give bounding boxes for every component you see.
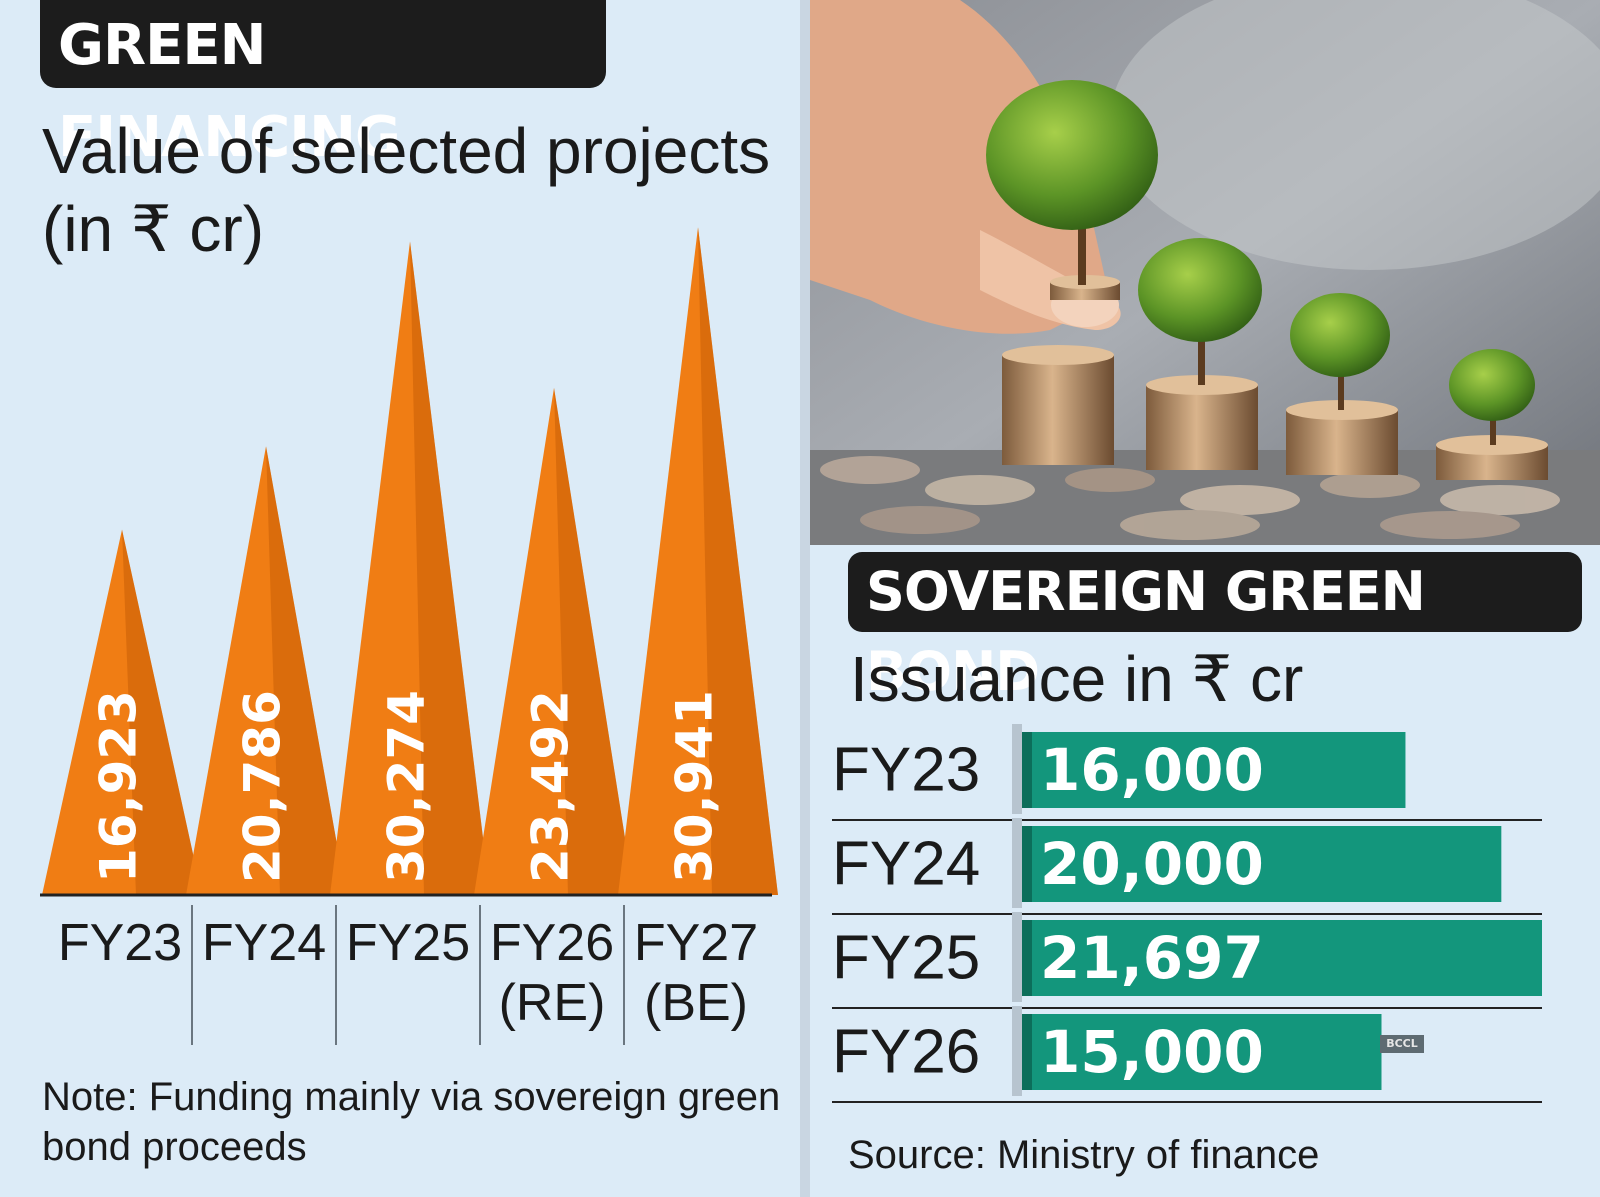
triangle-bar-label: 30,941: [666, 690, 724, 883]
bccl-watermark: BCCL: [1380, 1035, 1424, 1053]
hbar-edge: [1022, 920, 1032, 996]
triangle-bar-4: 23,492: [474, 387, 634, 895]
triangle-bar-label: 30,274: [378, 690, 436, 883]
source-note: Source: Ministry of finance: [848, 1133, 1320, 1177]
triangle-bar-shade: [410, 241, 490, 895]
triangle-bar-label: 16,923: [90, 690, 148, 883]
x-tick-label: FY26: [490, 914, 614, 972]
triangle-bar-shade: [266, 446, 346, 895]
green-financing-chart: 16,923 20,786 30,274 23,492 30,941 FY23 FY24 FY…: [40, 227, 778, 1045]
hbar-row-2: FY24 20,000: [832, 818, 1542, 915]
hbar-edge: [1022, 826, 1032, 902]
triangle-bar-shade: [554, 387, 634, 895]
hbar-edge: [1022, 1014, 1032, 1090]
y-tick-label: FY23: [832, 735, 980, 804]
sovereign-green-bond-panel: SOVEREIGN GREEN BOND Issuance in ₹ cr FY…: [810, 0, 1600, 1197]
y-tick-label: FY26: [832, 1017, 980, 1086]
hbar-edge: [1022, 732, 1032, 808]
hbar: [1022, 826, 1502, 902]
x-tick-label: (RE): [499, 974, 606, 1032]
hand-coins-trees-photo-icon: [810, 0, 1600, 545]
sovereign-green-bond-chart: FY23 16,000 FY24 20,000 FY25 21,697 FY26 15,000: [832, 724, 1542, 1103]
green-financing-title: GREEN FINANCING: [40, 0, 606, 170]
hbar: [1022, 1014, 1382, 1090]
x-tick-label: FY27: [634, 914, 758, 972]
panel-divider: [800, 0, 810, 1197]
y-tick-label: FY25: [832, 923, 980, 992]
hbar-label: 16,000: [1040, 736, 1264, 804]
hbar-row-4: FY26 15,000: [832, 1006, 1542, 1103]
coin-floor: [820, 456, 1560, 540]
triangle-bar-3: 30,274: [330, 241, 490, 895]
green-financing-panel: GREEN FINANCING Value of selected projec…: [40, 0, 781, 1169]
hbar-row-1: FY23 16,000: [832, 724, 1542, 821]
x-tick-label: FY23: [58, 914, 182, 972]
triangle-bar-label: 23,492: [522, 690, 580, 883]
y-tick-label: FY24: [832, 829, 980, 898]
hbar-row-3: FY25 21,697: [832, 912, 1542, 1009]
hbar-shadow: [1012, 818, 1022, 908]
x-tick-label: FY24: [202, 914, 326, 972]
triangle-bar-2: 20,786: [186, 446, 346, 895]
hbar-label: 15,000: [1040, 1018, 1264, 1086]
x-tick-label: FY25: [346, 914, 470, 972]
x-tick-label: (BE): [644, 974, 748, 1032]
hbar-shadow: [1012, 1006, 1022, 1096]
hbar-shadow: [1012, 724, 1022, 814]
hbar-label: 20,000: [1040, 830, 1264, 898]
sovereign-green-bond-title: SOVEREIGN GREEN BOND: [848, 552, 1582, 703]
hbar: [1022, 920, 1542, 996]
hbar-label: 21,697: [1040, 924, 1264, 992]
triangle-bar-label: 20,786: [234, 690, 292, 883]
green-financing-subtitle: Value of selected projects (in ₹ cr): [42, 115, 771, 265]
triangle-bar-5: 30,941: [618, 227, 778, 895]
chart-note: Note: Funding mainly via sovereign green…: [42, 1075, 781, 1169]
hbar-shadow: [1012, 912, 1022, 1002]
sovereign-green-bond-subtitle: Issuance in ₹ cr: [850, 643, 1304, 715]
triangle-bar-shade: [698, 227, 778, 895]
hbar: [1022, 732, 1406, 808]
triangle-bar-shade: [122, 529, 202, 895]
triangle-bar-1: 16,923: [42, 529, 202, 895]
